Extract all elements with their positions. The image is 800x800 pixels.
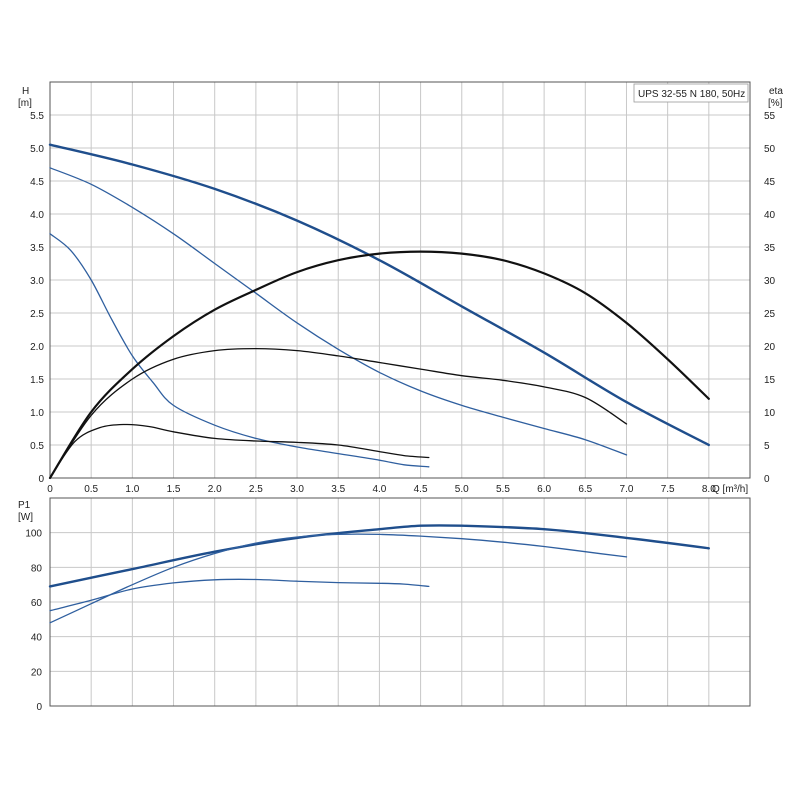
p1-tick-label: 40 (31, 633, 43, 644)
x-tick-label: 4.0 (372, 484, 386, 495)
head-curve-1 (48, 143, 710, 447)
x-tick-label: 1.5 (167, 484, 181, 495)
top-chart-frame (49, 81, 751, 479)
x-tick-label: 7.0 (620, 484, 634, 495)
x-tick-label: 7.5 (661, 484, 675, 495)
y2-tick-label: 45 (764, 177, 776, 188)
x-tick-label: 4.5 (414, 484, 428, 495)
y2-tick-label: 15 (764, 375, 776, 386)
x-tick-label: 6.0 (537, 484, 551, 495)
x-tick-label: 3.0 (290, 484, 304, 495)
bottom-y-tick-labels: 0 20 40 60 80 100 (25, 529, 42, 713)
x-tick-label: 1.0 (125, 484, 139, 495)
top-chart-grid (50, 82, 750, 478)
y2-tick-label: 40 (764, 210, 776, 221)
power-curve-2 (49, 533, 628, 624)
bottom-chart-grid (50, 498, 750, 706)
p1-tick-label: 80 (31, 563, 43, 574)
power-curve-1 (48, 524, 710, 588)
power-curve-3 (49, 578, 430, 612)
y2-tick-label: 30 (764, 276, 776, 287)
y-tick-label: 4.0 (30, 210, 44, 221)
p1-tick-label: 100 (25, 529, 42, 540)
y2-tick-label: 25 (764, 309, 776, 320)
top-chart-curves (48, 143, 710, 480)
x-tick-label: 8.0 (702, 484, 716, 495)
p1-tick-label: 0 (36, 702, 42, 713)
y2-tick-label: 50 (764, 144, 776, 155)
y2-tick-label: 35 (764, 243, 776, 254)
y2-tick-label: 20 (764, 342, 776, 353)
y2-tick-label: 5 (764, 441, 770, 452)
top-y-tick-labels: 0 0.5 1.0 1.5 2.0 2.5 3.0 3.5 4.0 4.5 5.0 5.5 (30, 111, 44, 485)
y-axis-label-unit: [m] (18, 98, 32, 109)
y-tick-label: 5.0 (30, 144, 44, 155)
p1-tick-label: 20 (31, 667, 43, 678)
head-curve-2 (49, 167, 628, 456)
head-curve-3 (49, 233, 430, 468)
top-y2-tick-labels: 0 5 10 15 20 25 30 35 40 45 50 55 (764, 111, 776, 485)
y-axis-label-symbol: H (22, 86, 29, 97)
chart-title: UPS 32-55 N 180, 50Hz (638, 89, 745, 100)
top-x-tick-labels: 0 0.5 1.0 1.5 2.0 2.5 3.0 3.5 4.0 4.5 5.0 5.5 6.0 6.5… (47, 484, 716, 495)
y-tick-label: 4.5 (30, 177, 44, 188)
chart-title-box (633, 83, 749, 103)
y-tick-label: 0 (38, 474, 44, 485)
p1-tick-label: 60 (31, 598, 43, 609)
p1-axis-label-unit: [W] (18, 512, 33, 523)
efficiency-curve-5 (49, 347, 628, 479)
bottom-chart-frame (49, 497, 751, 707)
y-tick-label: 2.0 (30, 342, 44, 353)
y-tick-label: 1.5 (30, 375, 44, 386)
x-tick-label: 5.5 (496, 484, 510, 495)
p1-axis-label-symbol: P1 (18, 500, 31, 511)
y-tick-label: 0.5 (30, 441, 44, 452)
y2-tick-label: 55 (764, 111, 776, 122)
x-tick-label: 5.0 (455, 484, 469, 495)
bottom-chart-curves (48, 524, 710, 624)
y-tick-label: 5.5 (30, 111, 44, 122)
x-tick-label: 3.5 (331, 484, 345, 495)
x-axis-label: Q [m³/h] (712, 484, 748, 495)
x-tick-label: 0.5 (84, 484, 98, 495)
y-tick-label: 2.5 (30, 309, 44, 320)
y2-tick-label: 10 (764, 408, 776, 419)
y-tick-label: 1.0 (30, 408, 44, 419)
efficiency-curve-6 (49, 423, 430, 479)
y2-axis-label-symbol: eta (769, 86, 783, 97)
x-tick-label: 2.0 (208, 484, 222, 495)
y2-tick-label: 0 (764, 474, 770, 485)
y-tick-label: 3.0 (30, 276, 44, 287)
efficiency-curve-4 (48, 250, 710, 480)
x-tick-label: 6.5 (578, 484, 592, 495)
y-tick-label: 3.5 (30, 243, 44, 254)
x-tick-label: 2.5 (249, 484, 263, 495)
y2-axis-label-unit: [%] (768, 98, 783, 109)
x-tick-label: 0 (47, 484, 53, 495)
